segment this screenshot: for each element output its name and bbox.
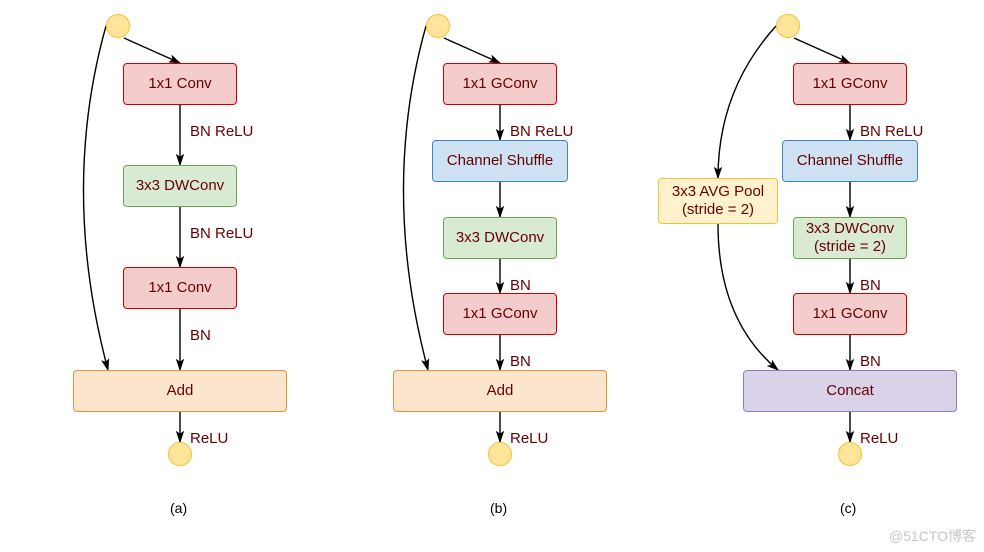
annot-a2: BN ReLU xyxy=(190,225,253,242)
annot-b1: BN ReLU xyxy=(510,123,573,140)
box-c2: Channel Shuffle xyxy=(782,140,918,182)
annot-c1: BN ReLU xyxy=(860,123,923,140)
annot-c4: BN xyxy=(860,353,881,370)
box-c3: 3x3 DWConv (stride = 2) xyxy=(793,217,907,259)
box-c1: 1x1 GConv xyxy=(793,63,907,105)
box-b5: Add xyxy=(393,370,607,412)
top-circle-a xyxy=(106,14,130,38)
annot-b4: BN xyxy=(510,353,531,370)
bottom-circle-c xyxy=(838,442,862,466)
sublabel-c: (c) xyxy=(840,500,856,516)
annot-c5: ReLU xyxy=(860,430,898,447)
bottom-circle-b xyxy=(488,442,512,466)
box-a4: Add xyxy=(73,370,287,412)
box-a3: 1x1 Conv xyxy=(123,267,237,309)
box-b3: 3x3 DWConv xyxy=(443,217,557,259)
annot-b5: ReLU xyxy=(510,430,548,447)
watermark: @51CTO博客 xyxy=(889,526,976,546)
box-c4: 1x1 GConv xyxy=(793,293,907,335)
sublabel-b: (b) xyxy=(490,500,507,516)
annot-a1: BN ReLU xyxy=(190,123,253,140)
top-circle-b xyxy=(426,14,450,38)
annot-a4: ReLU xyxy=(190,430,228,447)
box-a2: 3x3 DWConv xyxy=(123,165,237,207)
box-b4: 1x1 GConv xyxy=(443,293,557,335)
sublabel-a: (a) xyxy=(170,500,187,516)
bottom-circle-a xyxy=(168,442,192,466)
annot-a3: BN xyxy=(190,327,211,344)
top-circle-c xyxy=(776,14,800,38)
annot-c3: BN xyxy=(860,277,881,294)
box-b1: 1x1 GConv xyxy=(443,63,557,105)
box-a1: 1x1 Conv xyxy=(123,63,237,105)
box-b2: Channel Shuffle xyxy=(432,140,568,182)
box-c5: Concat xyxy=(743,370,957,412)
annot-b3: BN xyxy=(510,277,531,294)
box-c6: 3x3 AVG Pool (stride = 2) xyxy=(658,178,778,224)
